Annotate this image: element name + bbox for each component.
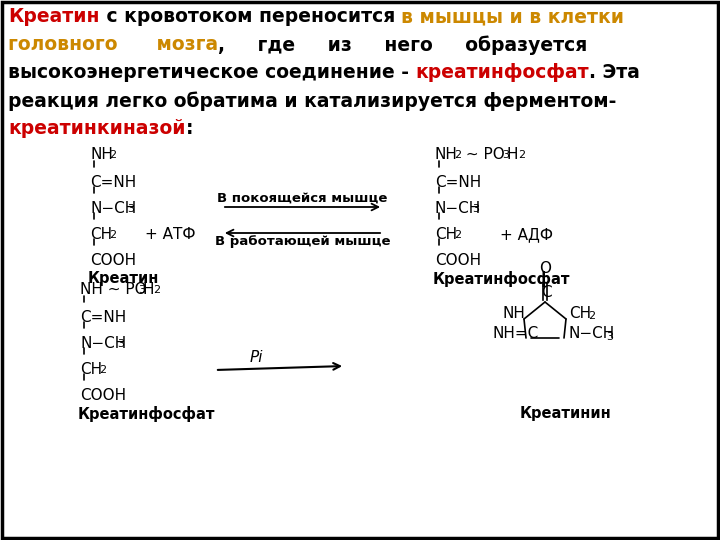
Text: NH: NH bbox=[435, 147, 458, 162]
Text: N−CH: N−CH bbox=[80, 336, 126, 351]
Text: 3: 3 bbox=[127, 204, 134, 214]
Text: 3: 3 bbox=[117, 339, 124, 349]
Text: CH: CH bbox=[569, 306, 591, 321]
Text: C: C bbox=[541, 285, 552, 300]
Text: . Эта: . Эта bbox=[589, 63, 640, 82]
Text: 3: 3 bbox=[606, 332, 613, 342]
Text: Креатинин: Креатинин bbox=[520, 406, 612, 421]
Text: O: O bbox=[539, 261, 551, 276]
Text: :: : bbox=[186, 119, 193, 138]
Text: Pi: Pi bbox=[250, 350, 264, 365]
Text: C=NH: C=NH bbox=[80, 310, 126, 325]
Text: Креатинфосфат: Креатинфосфат bbox=[433, 271, 570, 287]
Text: N−CH: N−CH bbox=[569, 327, 616, 341]
Text: NH ∼ PO: NH ∼ PO bbox=[80, 282, 147, 297]
Text: креатинкиназой: креатинкиназой bbox=[8, 119, 186, 138]
Text: N−CH: N−CH bbox=[90, 201, 136, 216]
Text: CH: CH bbox=[90, 227, 112, 242]
Text: Креатин: Креатин bbox=[8, 7, 99, 26]
Text: 2: 2 bbox=[153, 285, 160, 295]
Text: COOH: COOH bbox=[90, 253, 136, 268]
Text: 2: 2 bbox=[109, 150, 116, 160]
Text: 2: 2 bbox=[518, 150, 525, 160]
Text: H: H bbox=[143, 282, 155, 297]
Text: высокоэнергетическое соединение -: высокоэнергетическое соединение - bbox=[8, 63, 415, 82]
Text: в мышцы и в клетки: в мышцы и в клетки bbox=[401, 7, 624, 26]
Text: креатинфосфат: креатинфосфат bbox=[415, 63, 589, 82]
Text: ,     где     из     него     образуется: , где из него образуется bbox=[218, 35, 588, 55]
Text: В покоящейся мышце: В покоящейся мышце bbox=[217, 192, 387, 205]
Text: + АДФ: + АДФ bbox=[500, 227, 553, 242]
Text: 2: 2 bbox=[454, 150, 461, 160]
Text: 3: 3 bbox=[472, 204, 479, 214]
Text: 2: 2 bbox=[109, 230, 116, 240]
Text: 3: 3 bbox=[138, 285, 145, 295]
Text: 2: 2 bbox=[588, 311, 595, 321]
Text: + АТФ: + АТФ bbox=[145, 227, 196, 242]
Text: N−CH: N−CH bbox=[435, 201, 481, 216]
Text: COOH: COOH bbox=[80, 388, 126, 403]
Text: 2: 2 bbox=[99, 365, 106, 375]
Text: CH: CH bbox=[80, 362, 102, 377]
Text: с кровотоком переносится: с кровотоком переносится bbox=[99, 7, 401, 26]
Text: CH: CH bbox=[435, 227, 457, 242]
Text: реакция легко обратима и катализируется ферментом-: реакция легко обратима и катализируется … bbox=[8, 91, 616, 111]
Text: NH: NH bbox=[90, 147, 113, 162]
Text: Креатинфосфат: Креатинфосфат bbox=[78, 406, 215, 422]
Text: COOH: COOH bbox=[435, 253, 481, 268]
Text: NH=C: NH=C bbox=[493, 327, 539, 341]
Text: головного      мозга: головного мозга bbox=[8, 35, 218, 54]
Text: В работающей мышце: В работающей мышце bbox=[215, 235, 390, 248]
Text: 2: 2 bbox=[454, 230, 461, 240]
Text: C=NH: C=NH bbox=[90, 175, 136, 190]
Text: 3: 3 bbox=[502, 150, 509, 160]
Text: Креатин: Креатин bbox=[88, 271, 159, 286]
Text: C=NH: C=NH bbox=[435, 175, 481, 190]
Text: H: H bbox=[507, 147, 518, 162]
Text: ∼ PO: ∼ PO bbox=[461, 147, 505, 162]
Text: NH: NH bbox=[502, 306, 525, 321]
